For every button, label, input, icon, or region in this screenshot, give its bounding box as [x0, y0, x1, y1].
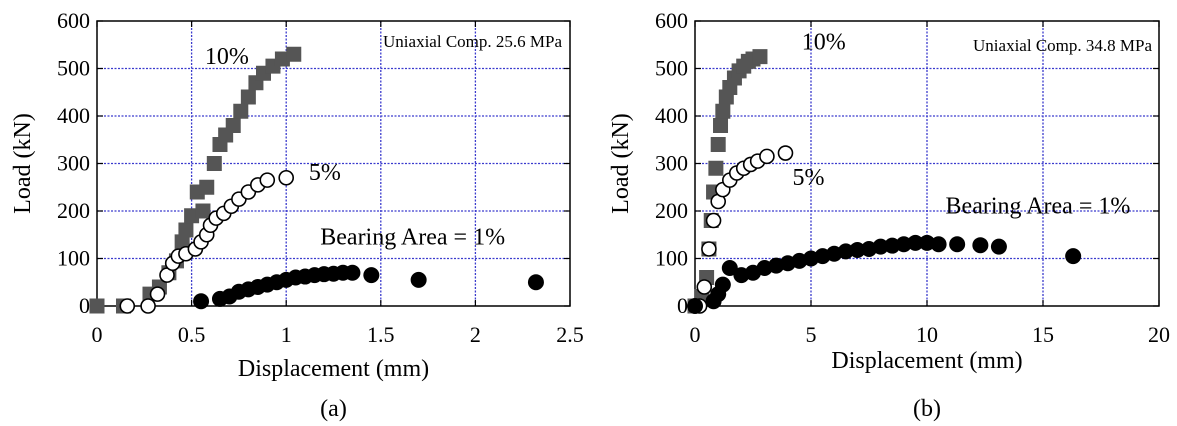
- chart-b-point-open-circle: [777, 145, 794, 161]
- chart-a-x-tick-label: 0: [92, 322, 103, 347]
- chart-b-point-open-circle: [701, 241, 717, 257]
- chart-a-y-tick-label: 100: [57, 246, 90, 271]
- chart-b-y-axis-title: Load (kN): [608, 113, 634, 214]
- chart-b-point-filled-circle: [919, 234, 935, 251]
- chart-b-point-open-circle: [705, 212, 722, 229]
- chart-b-x-tick-label: 15: [1032, 322, 1054, 347]
- chart-a-y-tick-label: 600: [57, 8, 90, 33]
- chart-a-point-square: [240, 89, 256, 105]
- chart-a-y-tick-label: 400: [57, 103, 90, 128]
- chart-a-point-filled-circle: [527, 274, 544, 291]
- chart-a-series-label: 5%: [309, 160, 341, 186]
- chart-a-y-tick-label: 200: [57, 198, 90, 223]
- chart-a-point-square: [233, 103, 249, 119]
- chart-b-point-filled-circle: [949, 236, 966, 253]
- chart-b-series-2: [687, 234, 1082, 314]
- chart-b-series-1: [691, 145, 794, 314]
- chart-b-series-label: 5%: [792, 165, 824, 191]
- chart-a-point-square: [178, 222, 194, 238]
- chart-b-point-square: [713, 118, 729, 133]
- chart-b-point-open-circle: [696, 279, 713, 295]
- chart-a-point-filled-circle: [344, 264, 361, 281]
- chart-b-point-filled-circle: [990, 238, 1007, 255]
- chart-b: 0 5 10 15 200100200300400500600Displacement …: [608, 8, 1170, 422]
- chart-b-y-tick-label: 500: [655, 56, 688, 81]
- chart-a-point-open-circle: [140, 298, 156, 314]
- chart-b-y-tick-label: 0: [677, 293, 688, 318]
- chart-b-point-square: [708, 160, 724, 176]
- chart-a-point-square: [184, 208, 200, 224]
- chart-a-x-axis-title: Displacement (mm): [238, 356, 429, 382]
- chart-b-series-label: 10%: [802, 30, 846, 56]
- chart-b-annotation: Uniaxial Comp. 34.8 MPa: [973, 36, 1152, 55]
- chart-a-series-label: Bearing Area = 1%: [320, 224, 505, 250]
- chart-b-y-tick-label: 100: [655, 246, 688, 271]
- chart-a-y-axis-title: Load (kN): [10, 113, 36, 214]
- chart-b-point-filled-circle: [930, 236, 947, 253]
- chart-b-point-square: [715, 103, 731, 119]
- chart-b-x-tick-label: 5: [806, 322, 817, 347]
- chart-b-point-filled-circle: [895, 236, 912, 253]
- chart-b-x-axis-title: Displacement (mm): [831, 348, 1022, 374]
- chart-b-point-open-circle: [759, 148, 775, 165]
- chart-b-point-filled-circle: [884, 237, 901, 254]
- chart-a-point-open-circle: [119, 298, 136, 314]
- chart-a-point-square: [195, 203, 211, 219]
- chart-b-point-filled-circle: [714, 276, 731, 293]
- chart-a-point-open-circle: [259, 172, 276, 188]
- chart-b-series-label: Bearing Area = 1%: [946, 193, 1131, 219]
- chart-a-point-open-circle: [278, 169, 295, 186]
- chart-b-point-filled-circle: [972, 237, 989, 254]
- chart-a-x-tick-label: 2: [470, 322, 481, 347]
- chart-a-point-filled-circle: [193, 293, 210, 310]
- chart-a-point-square: [286, 46, 302, 62]
- chart-b-point-filled-circle: [907, 234, 924, 251]
- chart-a-series-1: [119, 169, 295, 314]
- chart-b-point-square: [710, 137, 726, 152]
- chart-a-y-tick-label: 300: [57, 151, 90, 176]
- chart-b-x-tick-label: 20: [1148, 322, 1170, 347]
- chart-a-point-square: [89, 298, 105, 314]
- chart-b-point-filled-circle: [1065, 248, 1082, 265]
- chart-a-panel-caption: (a): [320, 396, 347, 422]
- chart-a-point-square: [199, 179, 215, 195]
- chart-b-x-tick-label: 10: [916, 322, 938, 347]
- chart-a-annotation: Uniaxial Comp. 25.6 MPa: [383, 32, 562, 51]
- chart-b-y-tick-label: 600: [655, 8, 688, 33]
- chart-a-point-filled-circle: [410, 271, 427, 288]
- chart-b-point-filled-circle: [687, 298, 703, 314]
- chart-a-x-tick-label: 1: [281, 322, 292, 347]
- chart-a-series-label: 10%: [205, 44, 249, 70]
- chart-a-x-tick-label: 1.5: [367, 322, 395, 347]
- chart-a: 0 0.5 1 1.5 2 2.5 0 100 200 300 400 500 600 Displacem…: [10, 8, 584, 422]
- chart-a-x-tick-label: 2.5: [556, 322, 584, 347]
- chart-a-x-tick-label: 0.5: [178, 322, 206, 347]
- chart-b-panel-caption: (b): [913, 396, 941, 422]
- chart-a-point-square: [206, 156, 222, 171]
- chart-a-point-filled-circle: [363, 267, 380, 284]
- chart-a-point-open-circle: [149, 286, 166, 302]
- chart-a-series-2: [193, 264, 544, 310]
- chart-a-point-square: [225, 118, 241, 133]
- chart-b-point-filled-circle: [721, 260, 738, 276]
- chart-a-y-tick-label: 500: [57, 56, 90, 81]
- chart-b-x-tick-label: 0: [690, 322, 701, 347]
- chart-a-y-tick-label: 0: [79, 293, 90, 318]
- chart-b-point-filled-circle: [849, 241, 866, 258]
- chart-a-point-square: [274, 51, 290, 67]
- chart-b-point-filled-circle: [837, 243, 854, 260]
- chart-b-y-tick-label: 300: [655, 151, 688, 176]
- chart-b-point-filled-circle: [872, 238, 889, 255]
- chart-b-y-tick-label: 200: [655, 198, 688, 223]
- chart-a-point-square: [174, 234, 190, 250]
- chart-b-point-square: [752, 49, 768, 65]
- chart-b-y-tick-label: 400: [655, 103, 688, 128]
